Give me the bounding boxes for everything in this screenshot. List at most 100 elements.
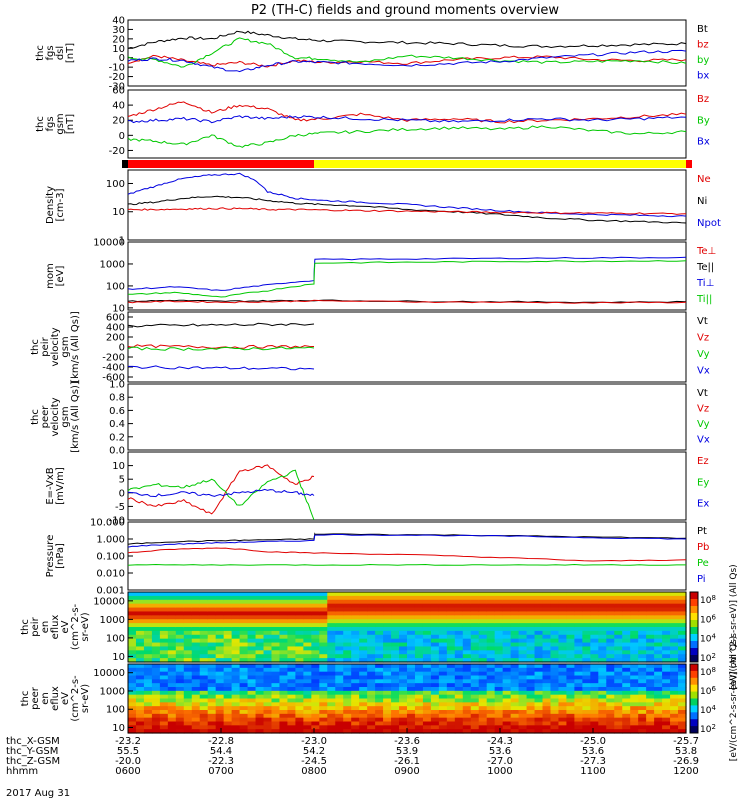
spec-cell <box>135 687 145 692</box>
spec-cell <box>207 667 217 673</box>
spec-cell <box>383 679 392 684</box>
spec-cell <box>502 654 512 659</box>
colorbar-cell <box>690 730 698 734</box>
spec-cell <box>263 729 273 734</box>
spec-cell <box>239 710 249 715</box>
spec-cell <box>231 694 241 700</box>
spec-cell <box>311 634 320 640</box>
colorbar-tick-exp: 6 <box>711 685 716 693</box>
spec-cell <box>231 721 241 726</box>
spec-cell <box>263 611 273 616</box>
spec-cell <box>279 646 289 651</box>
spec-cell <box>399 630 408 636</box>
spec-cell <box>526 611 536 616</box>
spec-cell <box>207 627 217 632</box>
spec-cell <box>630 706 639 711</box>
spec-cell <box>128 603 137 609</box>
spec-cell <box>566 627 575 632</box>
spec-cell <box>279 687 289 692</box>
time-row-value: -25.7 <box>673 736 699 747</box>
spec-cell <box>359 690 368 696</box>
spec-cell <box>486 664 496 669</box>
spec-cell <box>359 623 368 628</box>
spec-cell <box>558 725 568 730</box>
spec-cell <box>399 702 408 707</box>
spec-cell <box>191 679 201 684</box>
legend-entry: Ti⊥ <box>696 278 714 289</box>
spec-cell <box>263 627 273 632</box>
spec-cell <box>494 729 504 734</box>
spec-cell <box>502 592 512 597</box>
spec-cell <box>375 725 384 730</box>
spec-cell <box>159 721 169 726</box>
colorbar-cell <box>690 670 698 674</box>
spec-cell <box>486 630 496 636</box>
spec-cell <box>255 671 265 677</box>
ylabel-temperature: mom[eV] <box>45 263 66 289</box>
spec-cell <box>247 603 257 609</box>
spec-cell <box>590 607 599 613</box>
spec-cell <box>279 654 289 659</box>
spec-cell <box>391 650 400 655</box>
spec-cell <box>215 595 225 601</box>
spec-cell <box>383 721 392 726</box>
spec-cell <box>590 599 599 605</box>
series-line <box>128 365 315 371</box>
spec-cell <box>614 667 623 673</box>
panel-peir-spec: thcpeirenefluxeV(cm^2-s-sr-eV)1000010001… <box>20 591 687 663</box>
spec-cell <box>646 615 655 620</box>
spec-cell <box>247 710 257 715</box>
spec-cell <box>327 595 336 601</box>
spec-cell <box>383 683 392 688</box>
spec-cell <box>343 687 352 692</box>
spec-cell <box>183 595 193 601</box>
ylabel-line: velocity <box>50 397 61 436</box>
spec-cell <box>654 717 663 723</box>
spec-cell <box>462 627 472 632</box>
spec-cell <box>167 592 177 597</box>
spec-cell <box>255 623 265 628</box>
spec-cell <box>399 654 408 659</box>
spec-cell <box>215 623 225 628</box>
spec-cell <box>462 623 472 628</box>
spec-cell <box>143 603 153 609</box>
spec-cell <box>167 630 177 636</box>
spec-cell <box>359 687 368 692</box>
spec-cell <box>399 642 408 648</box>
spec-cell <box>526 690 536 696</box>
spec-cell <box>478 706 488 711</box>
spec-cell <box>550 667 560 673</box>
spec-cell <box>678 679 687 684</box>
series-line <box>127 125 687 148</box>
spec-cell <box>454 702 464 707</box>
spec-cell <box>367 630 376 636</box>
spec-cell <box>343 710 352 715</box>
spec-cell <box>359 646 368 651</box>
spec-cell <box>502 627 512 632</box>
series-line <box>127 344 315 349</box>
spec-cell <box>223 721 233 726</box>
spec-cell <box>167 634 177 640</box>
spec-cell <box>678 654 687 659</box>
spec-cell <box>295 611 304 616</box>
spec-cell <box>638 687 647 692</box>
spec-cell <box>638 634 647 640</box>
spec-cell <box>422 675 432 680</box>
spec-cell <box>303 729 312 734</box>
spec-cell <box>526 654 536 659</box>
spec-cell <box>367 687 376 692</box>
spec-cell <box>231 623 241 628</box>
spec-cell <box>446 675 456 680</box>
spec-cell <box>391 607 400 613</box>
spec-cell <box>470 595 480 601</box>
spec-cell <box>654 706 663 711</box>
spec-cell <box>446 717 456 723</box>
spec-cell <box>566 603 575 609</box>
spec-cell <box>135 713 145 719</box>
spec-cell <box>414 630 424 636</box>
spec-cell <box>430 592 440 597</box>
spec-cell <box>391 694 400 700</box>
spec-cell <box>343 713 352 719</box>
spec-cell <box>526 694 536 700</box>
ylabel-line: [mV/m] <box>55 467 66 505</box>
